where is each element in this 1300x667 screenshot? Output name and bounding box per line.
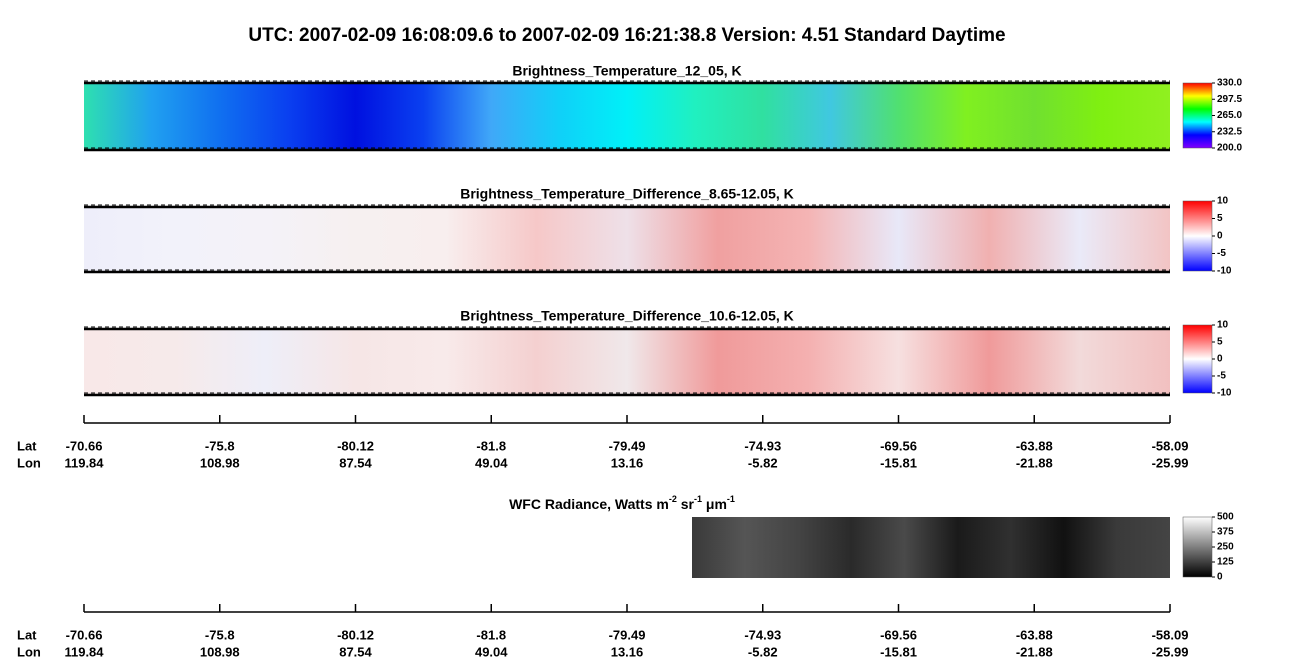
lon-value: -15.81 [880,455,917,470]
lat-value: -58.09 [1152,627,1189,642]
title-part: -1 [727,494,735,504]
lon-value: 13.16 [611,455,644,470]
colorbar-tick-label: -5 [1217,371,1226,382]
title-part: μm [702,496,727,512]
lon-value: -15.81 [880,644,917,659]
lat-value: -69.56 [880,627,917,642]
lat-value: -70.66 [66,438,103,453]
colorbar-tick-label: 250 [1217,542,1234,553]
lat-value: -63.88 [1016,627,1053,642]
lon-label: Lon [17,455,41,470]
lat-value: -80.12 [337,627,374,642]
colorbar-tick-label: 0 [1217,354,1223,365]
colorbar [1182,516,1213,578]
lon-value: -21.88 [1016,644,1053,659]
lon-value: 13.16 [611,644,644,659]
colorbar-tick-label: 232.5 [1217,126,1242,137]
panel-title: Brightness_Temperature_Difference_8.65-1… [460,186,794,202]
lon-value: 87.54 [339,644,372,659]
lon-value: 87.54 [339,455,372,470]
colorbar-tick-label: 125 [1217,557,1234,568]
lat-value: -79.49 [609,438,646,453]
lon-value: 108.98 [200,455,240,470]
lat-value: -70.66 [66,627,103,642]
lon-value: 119.84 [64,455,104,470]
colorbar-tick-label: 330.0 [1217,78,1242,89]
lat-value: -79.49 [609,627,646,642]
title-part: WFC Radiance, Watts m [509,496,669,512]
lat-label: Lat [17,438,37,453]
colorbar-tick-label: 0 [1217,572,1223,583]
lon-value: 119.84 [64,644,104,659]
lat-value: -58.09 [1152,438,1189,453]
lon-value: -5.82 [748,644,778,659]
colorbar-tick-label: 10 [1217,196,1229,207]
lat-value: -75.8 [205,627,235,642]
lat-value: -81.8 [476,627,506,642]
lat-value: -75.8 [205,438,235,453]
lon-value: -25.99 [1152,455,1189,470]
title-part: -1 [694,494,702,504]
lat-value: -63.88 [1016,438,1053,453]
colorbar-tick-label: -10 [1217,388,1232,399]
colorbar-tick-label: -5 [1217,248,1226,259]
lon-value: 108.98 [200,644,240,659]
colorbar-tick-label: 500 [1217,512,1234,523]
lat-value: -80.12 [337,438,374,453]
heatmap-image [84,207,1170,272]
lon-value: 49.04 [475,644,508,659]
page-title: UTC: 2007-02-09 16:08:09.6 to 2007-02-09… [248,25,1005,46]
lon-value: -25.99 [1152,644,1189,659]
title-part: sr [677,496,695,512]
colorbar-tick-label: 297.5 [1217,94,1242,105]
colorbar [1182,324,1213,394]
lat-value: -74.93 [744,438,781,453]
heatmap-image [84,83,1170,150]
colorbar-tick-label: 5 [1217,213,1223,224]
lon-value: 49.04 [475,455,508,470]
colorbar-tick-label: 265.0 [1217,110,1242,121]
heatmap-image [84,329,1170,395]
panel-title: Brightness_Temperature_12_05, K [512,63,741,79]
heatmap-image [692,517,1170,578]
colorbar-tick-label: 5 [1217,337,1223,348]
panel-title: Brightness_Temperature_Difference_10.6-1… [460,308,794,324]
lon-value: -5.82 [748,455,778,470]
colorbar-tick-label: -10 [1217,266,1232,277]
colorbar-tick-label: 0 [1217,231,1223,242]
lat-value: -81.8 [476,438,506,453]
lat-value: -69.56 [880,438,917,453]
panel-title: WFC Radiance, Watts m-2 sr-1 μm-1 [509,494,735,511]
lon-label: Lon [17,644,41,659]
lat-label: Lat [17,627,37,642]
colorbar [1182,200,1213,272]
lon-value: -21.88 [1016,455,1053,470]
colorbar-tick-label: 200.0 [1217,143,1242,154]
title-part: -2 [669,494,677,504]
lat-value: -74.93 [744,627,781,642]
colorbar-tick-label: 10 [1217,320,1229,331]
colorbar [1182,82,1213,149]
colorbar-tick-label: 375 [1217,527,1234,538]
